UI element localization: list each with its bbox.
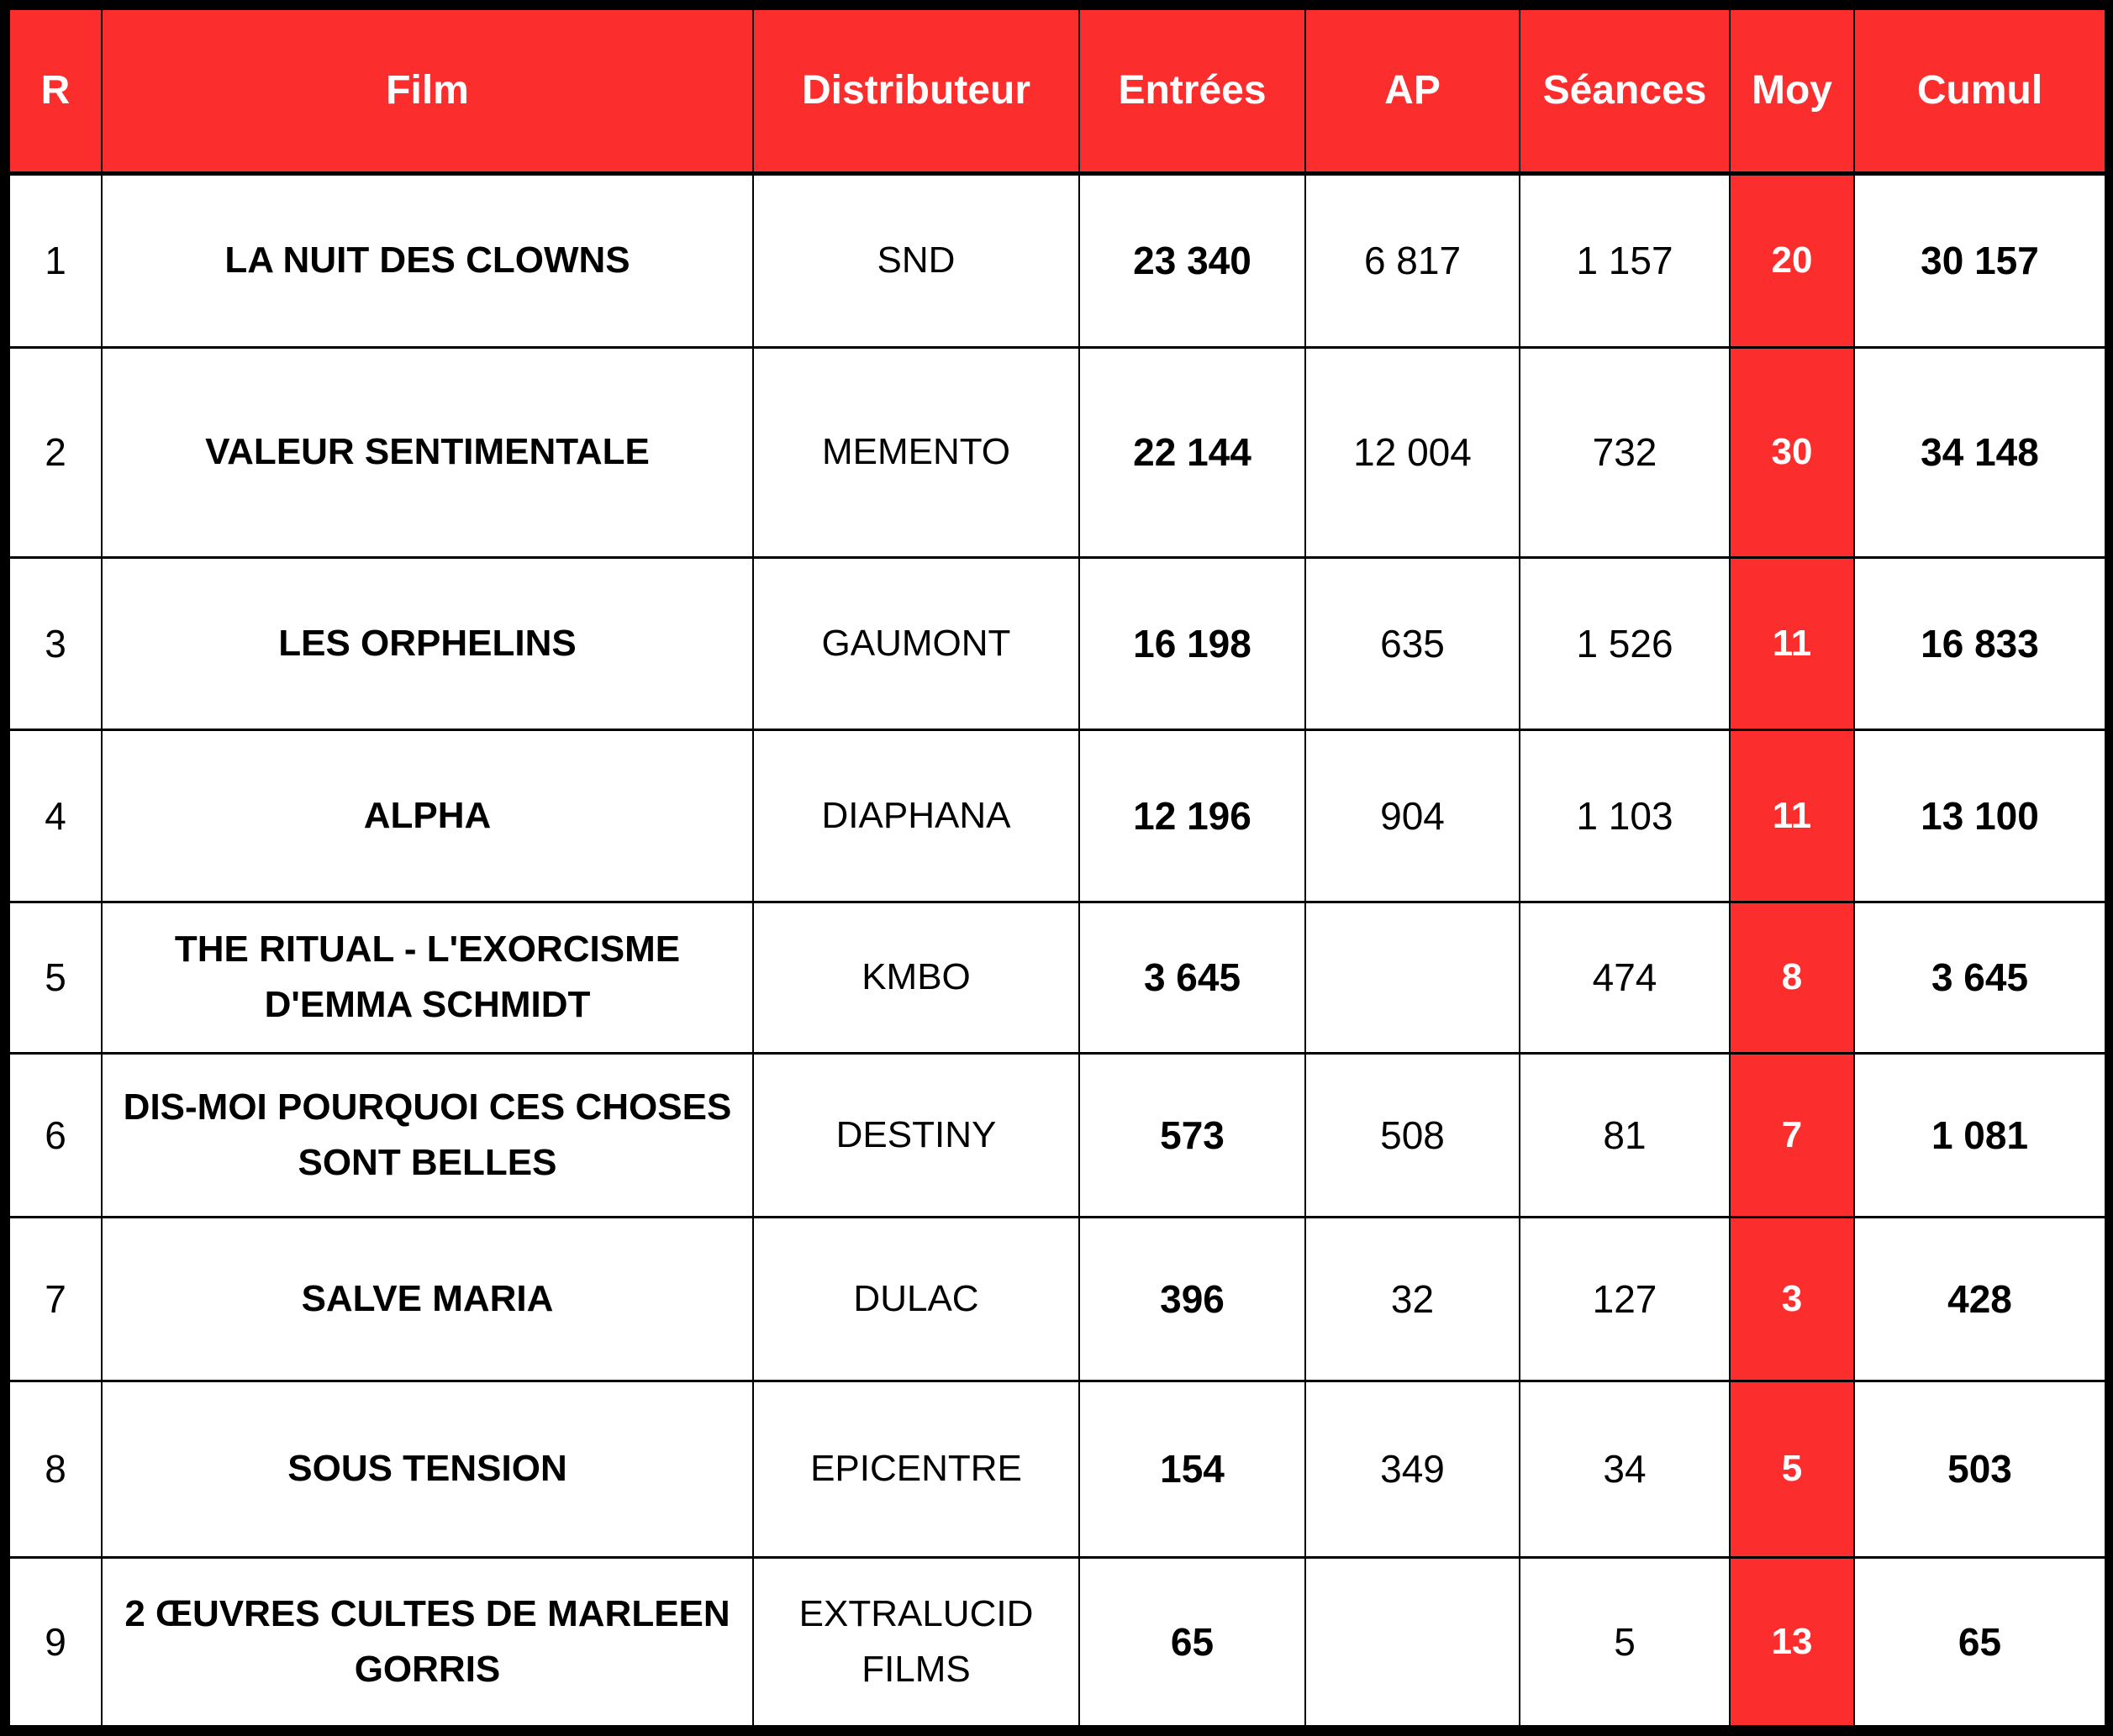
ap-value: 635 — [1304, 555, 1520, 731]
seances-value: 1 526 — [1519, 555, 1731, 731]
moy-value: 5 — [1729, 1379, 1855, 1559]
seances-value: 81 — [1519, 1051, 1731, 1218]
film-title: THE RITUAL - L'EXORCISME D'EMMA SCHMIDT — [101, 900, 754, 1055]
rank-cell: 6 — [8, 1051, 103, 1218]
film-title: LA NUIT DES CLOWNS — [101, 171, 754, 349]
column-header-entrees: Entrées — [1078, 8, 1306, 176]
rank-cell: 2 — [8, 345, 103, 559]
entrees-value: 16 198 — [1078, 555, 1306, 731]
moy-value: 20 — [1729, 171, 1855, 349]
distributor-name: GAUMONT — [752, 555, 1080, 731]
seances-value: 474 — [1519, 900, 1731, 1055]
rank-cell: 4 — [8, 728, 103, 903]
table-row: 5 THE RITUAL - L'EXORCISME D'EMMA SCHMIDT… — [8, 900, 2106, 1055]
distributor-name: KMBO — [752, 900, 1080, 1055]
film-title: ALPHA — [101, 728, 754, 903]
cumul-value: 30 157 — [1853, 171, 2106, 349]
column-header-rank: R — [8, 8, 103, 176]
film-title: VALEUR SENTIMENTALE — [101, 345, 754, 559]
table-frame: R Film Distributeur Entrées AP Séances Moy Cumu… — [8, 8, 2106, 1728]
entrees-value: 12 196 — [1078, 728, 1306, 903]
seances-value: 1 157 — [1519, 171, 1731, 349]
seances-value: 1 103 — [1519, 728, 1731, 903]
film-title: LES ORPHELINS — [101, 555, 754, 731]
film-title: SALVE MARIA — [101, 1215, 754, 1382]
cumul-value: 428 — [1853, 1215, 2106, 1382]
ap-value: 12 004 — [1304, 345, 1520, 559]
seances-value: 34 — [1519, 1379, 1731, 1559]
cumul-value: 3 645 — [1853, 900, 2106, 1055]
moy-value: 11 — [1729, 555, 1855, 731]
table-row: 6 DIS-MOI POURQUOI CES CHOSES SONT BELLES… — [8, 1051, 2106, 1218]
rank-cell: 3 — [8, 555, 103, 731]
ap-value: 349 — [1304, 1379, 1520, 1559]
moy-value: 30 — [1729, 345, 1855, 559]
seances-value: 127 — [1519, 1215, 1731, 1382]
distributor-name: DESTINY — [752, 1051, 1080, 1218]
entrees-value: 22 144 — [1078, 345, 1306, 559]
distributor-name: DIAPHANA — [752, 728, 1080, 903]
ap-value: 32 — [1304, 1215, 1520, 1382]
entrees-value: 154 — [1078, 1379, 1306, 1559]
distributor-name: MEMENTO — [752, 345, 1080, 559]
ap-value — [1304, 900, 1520, 1055]
ap-value: 6 817 — [1304, 171, 1520, 349]
cumul-value: 65 — [1853, 1555, 2106, 1728]
table-body: 1 LA NUIT DES CLOWNS SND 23 340 6 817 1 157 20… — [8, 171, 2106, 1728]
cumul-value: 1 081 — [1853, 1051, 2106, 1218]
rank-cell: 9 — [8, 1555, 103, 1728]
column-header-cumul: Cumul — [1853, 8, 2106, 176]
moy-value: 8 — [1729, 900, 1855, 1055]
moy-value: 3 — [1729, 1215, 1855, 1382]
column-header-seances: Séances — [1519, 8, 1731, 176]
table-row: 8 SOUS TENSION EPICENTRE 154 349 34 5 503 — [8, 1379, 2106, 1559]
entrees-value: 396 — [1078, 1215, 1306, 1382]
film-title: 2 ŒUVRES CULTES DE MARLEEN GORRIS — [101, 1555, 754, 1728]
entrees-value: 65 — [1078, 1555, 1306, 1728]
distributor-name: EXTRALUCID FILMS — [752, 1555, 1080, 1728]
ap-value: 904 — [1304, 728, 1520, 903]
table-row: 7 SALVE MARIA DULAC 396 32 127 3 428 — [8, 1215, 2106, 1382]
cumul-value: 13 100 — [1853, 728, 2106, 903]
moy-value: 11 — [1729, 728, 1855, 903]
table-row: 1 LA NUIT DES CLOWNS SND 23 340 6 817 1 157 20… — [8, 171, 2106, 349]
ap-value: 508 — [1304, 1051, 1520, 1218]
distributor-name: DULAC — [752, 1215, 1080, 1382]
table-row: 3 LES ORPHELINS GAUMONT 16 198 635 1 526 11 16 … — [8, 555, 2106, 731]
film-title: DIS-MOI POURQUOI CES CHOSES SONT BELLES — [101, 1051, 754, 1218]
seances-value: 5 — [1519, 1555, 1731, 1728]
rank-cell: 8 — [8, 1379, 103, 1559]
cumul-value: 503 — [1853, 1379, 2106, 1559]
distributor-name: SND — [752, 171, 1080, 349]
column-header-film: Film — [101, 8, 754, 176]
table-row: 4 ALPHA DIAPHANA 12 196 904 1 103 11 13 100 — [8, 728, 2106, 903]
column-header-distributeur: Distributeur — [752, 8, 1080, 176]
table-header: R Film Distributeur Entrées AP Séances Moy Cumu… — [8, 8, 2106, 176]
box-office-table: R Film Distributeur Entrées AP Séances Moy Cumu… — [8, 8, 2106, 1728]
cumul-value: 34 148 — [1853, 345, 2106, 559]
rank-cell: 5 — [8, 900, 103, 1055]
entrees-value: 3 645 — [1078, 900, 1306, 1055]
rank-cell: 1 — [8, 171, 103, 349]
entrees-value: 23 340 — [1078, 171, 1306, 349]
distributor-name: EPICENTRE — [752, 1379, 1080, 1559]
ap-value — [1304, 1555, 1520, 1728]
moy-value: 13 — [1729, 1555, 1855, 1728]
column-header-ap: AP — [1304, 8, 1520, 176]
header-row: R Film Distributeur Entrées AP Séances Moy Cumu… — [8, 8, 2106, 176]
rank-cell: 7 — [8, 1215, 103, 1382]
seances-value: 732 — [1519, 345, 1731, 559]
entrees-value: 573 — [1078, 1051, 1306, 1218]
moy-value: 7 — [1729, 1051, 1855, 1218]
table-row: 2 VALEUR SENTIMENTALE MEMENTO 22 144 12 004 7… — [8, 345, 2106, 559]
film-title: SOUS TENSION — [101, 1379, 754, 1559]
cumul-value: 16 833 — [1853, 555, 2106, 731]
column-header-moy: Moy — [1729, 8, 1855, 176]
